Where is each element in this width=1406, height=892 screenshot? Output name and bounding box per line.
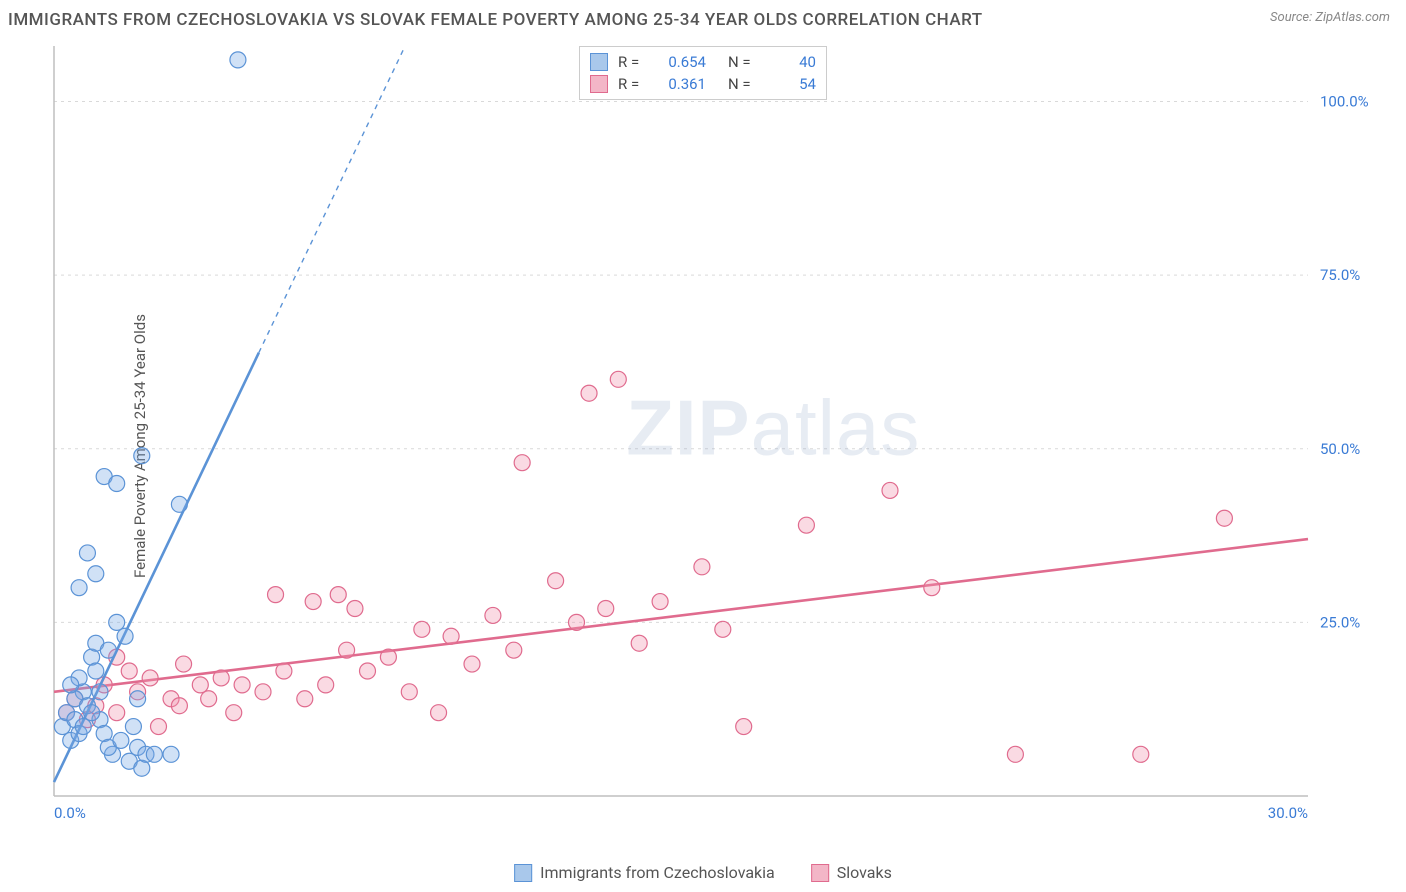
- stats-legend: R = 0.654 N = 40 R = 0.361 N = 54: [579, 46, 827, 100]
- legend-label-series-1: Slovaks: [837, 863, 892, 882]
- plot-area: 25.0% 50.0% 75.0% 100.0% 0.0% 30.0%: [48, 40, 1394, 844]
- stat-R-series-1: 0.361: [656, 73, 706, 95]
- source-label: Source: ZipAtlas.com: [1270, 10, 1390, 25]
- legend-item-series-0: Immigrants from Czechoslovakia: [514, 863, 775, 882]
- scatter-chart: 25.0% 50.0% 75.0% 100.0% 0.0% 30.0%: [48, 40, 1378, 828]
- stat-N-series-1: 54: [766, 73, 816, 95]
- svg-text:25.0%: 25.0%: [1320, 613, 1360, 631]
- stat-R-series-0: 0.654: [656, 51, 706, 73]
- swatch-series-0: [590, 53, 608, 71]
- legend-swatch-series-1: [811, 864, 829, 882]
- stat-label-R: R =: [618, 73, 646, 95]
- swatch-series-1: [590, 75, 608, 93]
- svg-text:30.0%: 30.0%: [1268, 804, 1308, 822]
- svg-text:0.0%: 0.0%: [54, 804, 86, 822]
- series-legend: Immigrants from Czechoslovakia Slovaks: [514, 863, 892, 882]
- chart-title: IMMIGRANTS FROM CZECHOSLOVAKIA VS SLOVAK…: [8, 10, 983, 30]
- stat-label-N: N =: [728, 73, 756, 95]
- stat-label-R: R =: [618, 51, 646, 73]
- legend-item-series-1: Slovaks: [811, 863, 892, 882]
- legend-label-series-0: Immigrants from Czechoslovakia: [540, 863, 775, 882]
- svg-text:100.0%: 100.0%: [1320, 93, 1369, 111]
- stats-row-series-1: R = 0.361 N = 54: [590, 73, 816, 95]
- legend-swatch-series-0: [514, 864, 532, 882]
- stat-label-N: N =: [728, 51, 756, 73]
- stats-row-series-0: R = 0.654 N = 40: [590, 51, 816, 73]
- svg-text:75.0%: 75.0%: [1320, 266, 1360, 284]
- stat-N-series-0: 40: [766, 51, 816, 73]
- svg-text:50.0%: 50.0%: [1320, 440, 1360, 458]
